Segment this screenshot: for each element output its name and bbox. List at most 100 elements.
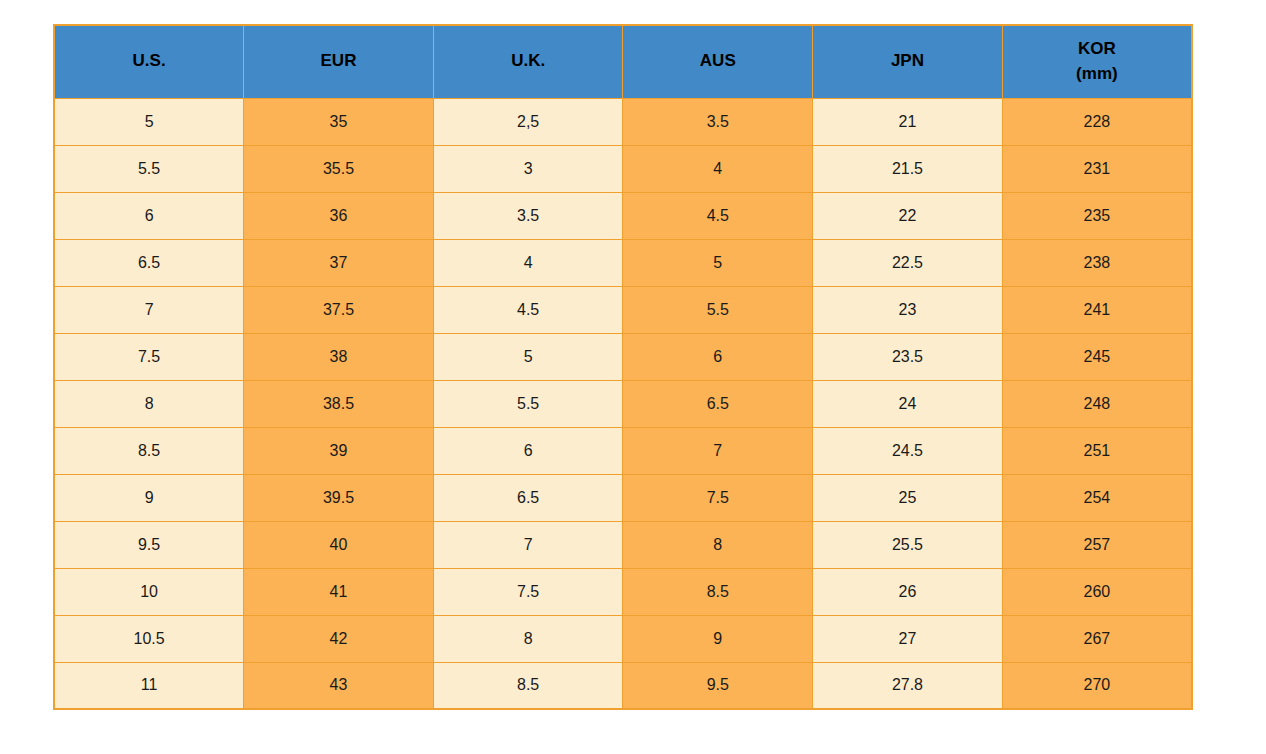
table-cell-aus: 8 xyxy=(623,521,813,568)
table-row: 11438.59.527.8270 xyxy=(54,662,1192,709)
table-cell-kor: 257 xyxy=(1002,521,1192,568)
table-cell-us: 8 xyxy=(54,380,244,427)
table-row: 9.5407825.5257 xyxy=(54,521,1192,568)
column-header-label: JPN xyxy=(813,49,1002,74)
table-cell-jpn: 26 xyxy=(813,568,1003,615)
table-cell-eur: 36 xyxy=(244,192,434,239)
table-cell-eur: 42 xyxy=(244,615,434,662)
table-cell-jpn: 22.5 xyxy=(813,239,1003,286)
table-cell-aus: 7.5 xyxy=(623,474,813,521)
table-cell-uk: 2,5 xyxy=(433,98,623,145)
table-cell-us: 10 xyxy=(54,568,244,615)
table-cell-us: 6.5 xyxy=(54,239,244,286)
column-header-label: KOR xyxy=(1003,37,1191,62)
table-cell-aus: 3.5 xyxy=(623,98,813,145)
column-header-aus: AUS xyxy=(623,25,813,98)
table-cell-kor: 270 xyxy=(1002,662,1192,709)
table-row: 6363.54.522235 xyxy=(54,192,1192,239)
table-cell-aus: 6.5 xyxy=(623,380,813,427)
table-cell-uk: 5 xyxy=(433,333,623,380)
table-cell-kor: 248 xyxy=(1002,380,1192,427)
table-row: 6.5374522.5238 xyxy=(54,239,1192,286)
table-cell-us: 7 xyxy=(54,286,244,333)
table-cell-kor: 254 xyxy=(1002,474,1192,521)
table-body: 5352,53.5212285.535.53421.52316363.54.52… xyxy=(54,98,1192,709)
table-cell-eur: 40 xyxy=(244,521,434,568)
table-cell-uk: 4.5 xyxy=(433,286,623,333)
table-cell-eur: 37 xyxy=(244,239,434,286)
table-cell-eur: 41 xyxy=(244,568,434,615)
table-cell-kor: 241 xyxy=(1002,286,1192,333)
table-cell-eur: 39.5 xyxy=(244,474,434,521)
table-cell-jpn: 27.8 xyxy=(813,662,1003,709)
table-cell-jpn: 23.5 xyxy=(813,333,1003,380)
table-cell-uk: 3 xyxy=(433,145,623,192)
column-header-sublabel: (mm) xyxy=(1003,62,1191,87)
table-cell-aus: 9.5 xyxy=(623,662,813,709)
table-cell-aus: 9 xyxy=(623,615,813,662)
table-cell-kor: 245 xyxy=(1002,333,1192,380)
column-header-eur: EUR xyxy=(244,25,434,98)
table-cell-kor: 251 xyxy=(1002,427,1192,474)
table-cell-uk: 5.5 xyxy=(433,380,623,427)
table-cell-aus: 4.5 xyxy=(623,192,813,239)
table-cell-us: 9 xyxy=(54,474,244,521)
table-cell-kor: 238 xyxy=(1002,239,1192,286)
table-row: 939.56.57.525254 xyxy=(54,474,1192,521)
table-row: 7.5385623.5245 xyxy=(54,333,1192,380)
column-header-label: AUS xyxy=(623,49,812,74)
table-cell-jpn: 27 xyxy=(813,615,1003,662)
table-cell-aus: 6 xyxy=(623,333,813,380)
table-cell-uk: 6.5 xyxy=(433,474,623,521)
column-header-us: U.S. xyxy=(54,25,244,98)
table-row: 10417.58.526260 xyxy=(54,568,1192,615)
table-cell-aus: 7 xyxy=(623,427,813,474)
column-header-label: U.S. xyxy=(55,49,243,74)
column-header-jpn: JPN xyxy=(813,25,1003,98)
table-cell-uk: 6 xyxy=(433,427,623,474)
table-cell-aus: 4 xyxy=(623,145,813,192)
table-cell-eur: 38.5 xyxy=(244,380,434,427)
table-cell-eur: 35 xyxy=(244,98,434,145)
table-cell-us: 9.5 xyxy=(54,521,244,568)
table-cell-jpn: 25 xyxy=(813,474,1003,521)
shoe-size-conversion-table: U.S.EURU.K.AUSJPNKOR(mm) 5352,53.5212285… xyxy=(53,24,1193,710)
table-row: 10.5428927267 xyxy=(54,615,1192,662)
table-cell-jpn: 22 xyxy=(813,192,1003,239)
table-cell-aus: 5 xyxy=(623,239,813,286)
table-cell-jpn: 23 xyxy=(813,286,1003,333)
table-row: 8.5396724.5251 xyxy=(54,427,1192,474)
page: U.S.EURU.K.AUSJPNKOR(mm) 5352,53.5212285… xyxy=(0,0,1266,754)
table-row: 737.54.55.523241 xyxy=(54,286,1192,333)
table-cell-jpn: 21 xyxy=(813,98,1003,145)
column-header-kor: KOR(mm) xyxy=(1002,25,1192,98)
column-header-label: EUR xyxy=(244,49,433,74)
table-cell-kor: 228 xyxy=(1002,98,1192,145)
table-cell-eur: 37.5 xyxy=(244,286,434,333)
table-cell-jpn: 24 xyxy=(813,380,1003,427)
column-header-uk: U.K. xyxy=(433,25,623,98)
table-cell-eur: 35.5 xyxy=(244,145,434,192)
table-cell-us: 7.5 xyxy=(54,333,244,380)
table-cell-uk: 4 xyxy=(433,239,623,286)
table-cell-eur: 38 xyxy=(244,333,434,380)
table-cell-us: 5.5 xyxy=(54,145,244,192)
table-cell-uk: 3.5 xyxy=(433,192,623,239)
table-row: 838.55.56.524248 xyxy=(54,380,1192,427)
table-cell-us: 6 xyxy=(54,192,244,239)
header-row: U.S.EURU.K.AUSJPNKOR(mm) xyxy=(54,25,1192,98)
table-cell-uk: 7.5 xyxy=(433,568,623,615)
table-cell-kor: 260 xyxy=(1002,568,1192,615)
table-cell-kor: 267 xyxy=(1002,615,1192,662)
table-cell-uk: 8 xyxy=(433,615,623,662)
table-cell-jpn: 25.5 xyxy=(813,521,1003,568)
table-cell-us: 10.5 xyxy=(54,615,244,662)
table-cell-eur: 39 xyxy=(244,427,434,474)
table-cell-us: 11 xyxy=(54,662,244,709)
table-cell-aus: 5.5 xyxy=(623,286,813,333)
table-header: U.S.EURU.K.AUSJPNKOR(mm) xyxy=(54,25,1192,98)
table-cell-jpn: 21.5 xyxy=(813,145,1003,192)
column-header-label: U.K. xyxy=(434,49,623,74)
table-cell-us: 8.5 xyxy=(54,427,244,474)
table-cell-eur: 43 xyxy=(244,662,434,709)
